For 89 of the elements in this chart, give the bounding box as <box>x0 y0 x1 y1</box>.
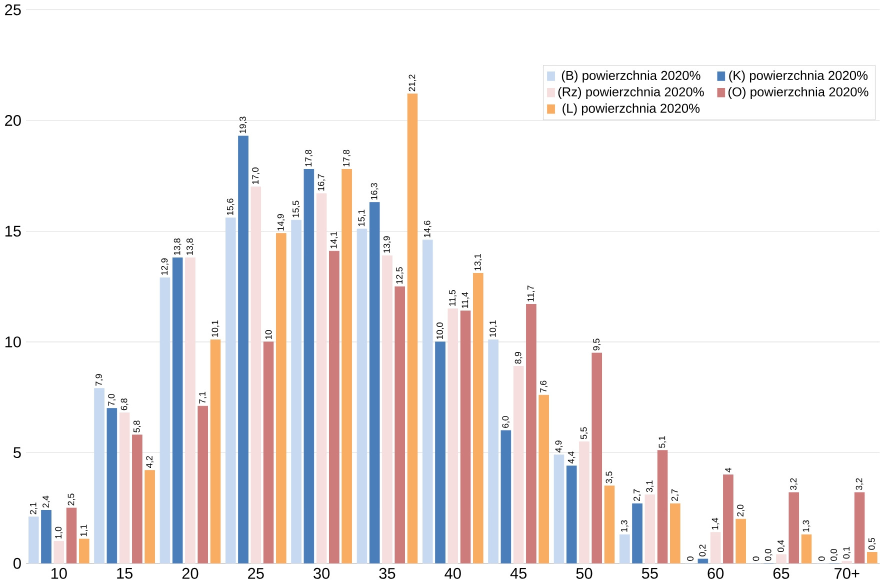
data-label: 2,5 <box>68 494 76 506</box>
data-label: 21,2 <box>408 74 416 92</box>
data-label: 15,6 <box>226 198 234 215</box>
data-label: 10,0 <box>436 322 444 339</box>
data-label: 4,2 <box>146 456 154 468</box>
data-label: 9,5 <box>593 338 601 350</box>
data-label: 0 <box>818 556 825 561</box>
data-label: 2,1 <box>30 502 38 514</box>
y-tick-label: 0 <box>14 558 21 569</box>
data-label: 0,0 <box>764 548 772 561</box>
data-label: 3,2 <box>856 478 864 490</box>
legend-label: (L) powierzchnia 2020% <box>562 103 700 116</box>
x-tick-label: 40 <box>444 568 461 579</box>
data-label: 5,8 <box>133 420 141 432</box>
y-tick-label: 25 <box>5 4 21 16</box>
x-tick-label: 35 <box>379 568 396 579</box>
x-tick-label: 50 <box>576 568 592 579</box>
data-label: 2,7 <box>634 489 641 501</box>
x-tick-label: 15 <box>117 568 132 579</box>
data-label: 7,6 <box>540 380 548 392</box>
legend-label: (B) powierzchnia 2020% <box>562 70 700 82</box>
data-label: 1,3 <box>802 520 810 532</box>
data-label: 4 <box>725 468 732 472</box>
y-tick-label: 10 <box>5 336 21 348</box>
data-label: 16,7 <box>318 174 326 191</box>
data-label: 13,8 <box>174 238 182 255</box>
x-tick-label: 55 <box>642 568 658 579</box>
data-label: 6,8 <box>120 398 128 410</box>
data-label: 3,5 <box>606 471 614 484</box>
data-label: 12,5 <box>396 267 404 284</box>
x-tick-label: 10 <box>51 568 67 579</box>
y-tick-label: 5 <box>14 447 21 458</box>
data-label: 8,9 <box>514 352 522 364</box>
data-label: 1,4 <box>712 518 720 530</box>
data-label: 10,1 <box>490 320 498 337</box>
legend-label: (O) powierzchnia 2020% <box>728 86 868 99</box>
data-label: 5,1 <box>658 436 666 448</box>
data-label: 14,1 <box>330 232 338 248</box>
x-tick-label: 45 <box>510 568 527 579</box>
data-label: 1,0 <box>55 526 63 538</box>
data-label: 4,9 <box>555 440 563 452</box>
data-label: 0,5 <box>868 538 876 550</box>
data-label: 13,9 <box>384 236 391 253</box>
x-tick-label: 20 <box>182 568 198 579</box>
data-label: 3,1 <box>646 480 654 492</box>
data-label: 0,1 <box>843 546 851 559</box>
legend-label: (K) powierzchnia 2020% <box>729 70 868 82</box>
y-tick-label: 15 <box>5 226 21 237</box>
data-label: 11,5 <box>449 290 457 306</box>
data-label: 17,8 <box>343 150 351 166</box>
data-label: 7,0 <box>108 394 116 406</box>
data-label: 1,1 <box>80 524 88 536</box>
data-label: 13,1 <box>474 254 482 270</box>
data-label: 11,7 <box>528 286 535 302</box>
data-label: 17,8 <box>305 150 313 166</box>
data-label: 4,4 <box>568 451 576 464</box>
y-tick-label: 20 <box>5 114 21 126</box>
data-label: 3,2 <box>790 478 798 490</box>
x-tick-label: 30 <box>314 568 330 579</box>
x-tick-label: 25 <box>248 568 264 579</box>
data-label: 0,2 <box>699 544 707 556</box>
data-label: 10 <box>265 330 272 339</box>
x-tick-label: 60 <box>708 568 724 579</box>
data-label: 19,3 <box>240 116 247 134</box>
data-label: 2,0 <box>737 504 745 516</box>
data-label: 15,1 <box>358 210 366 226</box>
data-label: 2,4 <box>42 496 50 508</box>
data-label: 15,5 <box>292 200 300 218</box>
data-label: 7,9 <box>96 374 104 386</box>
data-label: 7,1 <box>199 392 207 404</box>
legend-label: (Rz) powierzchnia 2020% <box>558 86 704 99</box>
data-label: 17,0 <box>252 167 260 184</box>
data-label: 6,0 <box>502 416 510 428</box>
x-tick-label: 70+ <box>834 568 860 579</box>
data-label: 11,4 <box>462 292 470 308</box>
data-label: 5,5 <box>580 427 588 439</box>
data-label: 13,8 <box>186 238 194 255</box>
data-label: 10,1 <box>212 320 220 337</box>
data-label: 1,3 <box>620 520 628 532</box>
data-label: 2,7 <box>671 489 679 501</box>
data-label: 14,9 <box>277 214 285 230</box>
data-label: 14,6 <box>424 220 432 238</box>
data-label: 0,4 <box>778 540 785 552</box>
data-label: 0 <box>752 556 760 561</box>
data-label: 16,3 <box>370 183 378 200</box>
data-label: 0,0 <box>830 548 838 561</box>
x-tick-label: 65 <box>773 568 790 579</box>
data-label: 0 <box>687 556 694 561</box>
data-label: 12,9 <box>161 258 169 275</box>
